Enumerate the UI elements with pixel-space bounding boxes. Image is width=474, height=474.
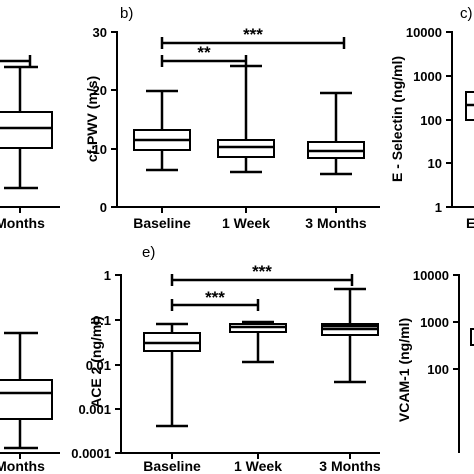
panel-e-ylabel: ACE 2 (ng/ml) xyxy=(88,316,104,408)
panel-d-box xyxy=(0,331,53,450)
panel-b-box-3months xyxy=(307,91,365,176)
panel-e-sig-2-label: *** xyxy=(252,262,272,281)
panel-e-box-1week xyxy=(229,320,287,364)
panel-e-y-tick-label: 0.01 xyxy=(86,358,111,373)
panel-b-box-baseline xyxy=(133,89,191,172)
panel-e-y-tick-label: 0.001 xyxy=(78,402,111,417)
panel-c-y-tick-label: 100 xyxy=(420,113,442,128)
panel-b: b) cf-PWV (m/s) 30 20 10 0 Baseline 1 We… xyxy=(84,5,380,231)
panel-d-iqr xyxy=(0,379,53,420)
panel-f-ylabel: VCAM-1 (ng/ml) xyxy=(396,318,412,422)
panel-b-y-tick-label: 30 xyxy=(93,25,107,40)
panel-c-label: c) xyxy=(460,5,473,22)
panel-b-sig-2-label: *** xyxy=(243,25,263,44)
panel-c: c) E - Selectin (ng/ml) 10000 1000 100 1… xyxy=(389,5,474,231)
panel-e-x-label: 1 Week xyxy=(234,458,282,474)
panel-e-box-baseline xyxy=(143,322,201,428)
panel-b-label: b) xyxy=(120,5,133,22)
panel-c-y-tick-label: 10000 xyxy=(406,25,442,40)
panel-e-sig-2: *** xyxy=(170,262,354,286)
panel-b-y-tick-label: 0 xyxy=(100,200,107,215)
panel-a: Months xyxy=(0,55,60,231)
box-iqr xyxy=(217,139,275,158)
panel-e-y-tick-label: 0.1 xyxy=(93,313,111,328)
panel-b-ylabel: cf-PWV (m/s) xyxy=(84,76,100,162)
panel-e-x-label: Baseline xyxy=(143,458,201,474)
panel-b-x-label: Baseline xyxy=(133,215,191,231)
panel-b-y-tick-label: 10 xyxy=(93,142,107,157)
panel-e-x-label: 3 Months xyxy=(319,458,381,474)
panel-d: Months xyxy=(0,331,60,474)
panel-e-label: e) xyxy=(142,244,155,261)
panel-b-sig-1: ** xyxy=(160,43,248,67)
panel-a-x-label-3: Months xyxy=(0,215,45,231)
panel-e-y-tick-label: 1 xyxy=(104,268,111,283)
panel-b-x-label: 3 Months xyxy=(305,215,367,231)
panel-e-sig-1: *** xyxy=(170,288,260,311)
panel-b-y-tick-label: 20 xyxy=(93,83,107,98)
panel-f-box xyxy=(470,328,474,346)
panel-c-x-label: E xyxy=(466,215,474,231)
panel-b-sig-2: *** xyxy=(160,25,346,49)
panel-f: VCAM-1 (ng/ml) 10000 1000 100 xyxy=(396,268,474,453)
panel-e-y-tick-label: 0.0001 xyxy=(71,446,111,461)
panel-f-iqr xyxy=(470,328,474,346)
panel-f-y-tick-label: 1000 xyxy=(420,315,449,330)
panel-e: e) ACE 2 (ng/ml) 1 0.1 0.01 0.001 0.0001… xyxy=(71,244,381,474)
panel-b-box-1week xyxy=(217,64,275,174)
panel-c-y-tick-label: 10 xyxy=(428,156,442,171)
panel-d-x-label-3: Months xyxy=(0,458,45,474)
panel-c-ylabel: E - Selectin (ng/ml) xyxy=(389,56,405,182)
panel-a-iqr xyxy=(0,111,53,149)
panel-e-box-3months xyxy=(321,287,379,384)
panel-b-x-label: 1 Week xyxy=(222,215,270,231)
panel-f-y-tick-label: 10000 xyxy=(413,268,449,283)
panel-a-box xyxy=(0,65,53,190)
panel-c-y-tick-label: 1000 xyxy=(413,69,442,84)
panel-e-sig-1-label: *** xyxy=(205,288,225,307)
panel-b-sig-1-label: ** xyxy=(197,43,211,62)
panel-f-y-tick-label: 100 xyxy=(427,362,449,377)
panel-c-y-tick-label: 1 xyxy=(435,200,442,215)
panel-c-box xyxy=(465,91,474,121)
